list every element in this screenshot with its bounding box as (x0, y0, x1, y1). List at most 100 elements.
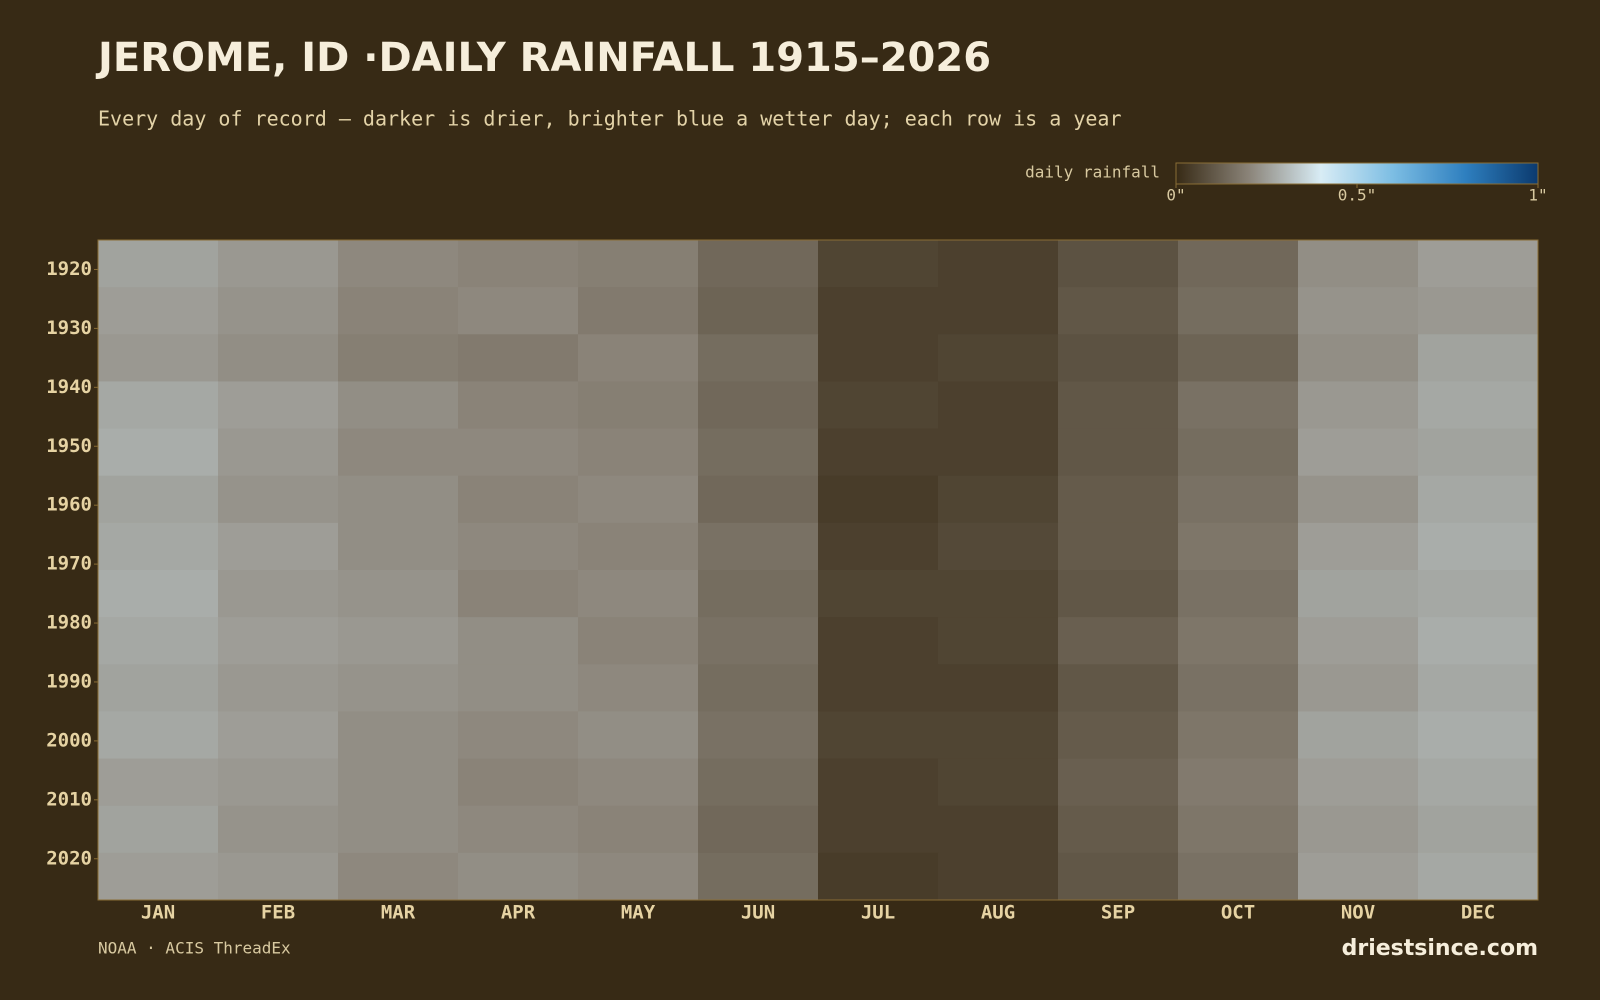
heat-cell (338, 617, 459, 665)
heat-cell (1418, 381, 1539, 430)
heat-cell (218, 334, 339, 382)
heat-cell (338, 287, 459, 335)
heat-cell (818, 334, 939, 382)
heat-cell (338, 428, 459, 477)
heat-cell (98, 381, 219, 430)
heat-cell (1418, 711, 1539, 760)
heat-cell (938, 428, 1059, 477)
heat-cell (698, 805, 819, 854)
heat-cell (458, 475, 579, 524)
heat-cell (1178, 381, 1299, 430)
heat-cell (338, 334, 459, 382)
heat-cell (98, 805, 219, 854)
heat-cell (458, 805, 579, 854)
heat-cell (698, 570, 819, 618)
heat-cell (1058, 805, 1179, 854)
legend-label: daily rainfall (1025, 163, 1160, 182)
heat-cell (338, 711, 459, 760)
heat-cell (338, 664, 459, 712)
heat-cell (698, 522, 819, 571)
heat-cell (1058, 617, 1179, 665)
heat-cell (938, 758, 1059, 807)
heat-cell (698, 240, 819, 288)
heat-cell (818, 711, 939, 760)
heat-cell (98, 617, 219, 665)
heat-cell (698, 334, 819, 382)
heat-cell (98, 711, 219, 760)
heat-cell (218, 805, 339, 854)
heat-cell (1058, 664, 1179, 712)
heat-cell (1058, 758, 1179, 807)
heat-cell (218, 617, 339, 665)
heat-cell (338, 852, 459, 901)
heat-cell (938, 522, 1059, 571)
heat-cell (698, 852, 819, 901)
heat-cell (1058, 240, 1179, 288)
heat-cell (698, 664, 819, 712)
heat-cell (818, 287, 939, 335)
heat-cell (818, 664, 939, 712)
heat-cell (338, 758, 459, 807)
heat-cell (338, 381, 459, 430)
heat-cell (938, 852, 1059, 901)
heat-cell (1178, 334, 1299, 382)
heat-cell (218, 240, 339, 288)
heat-cell (1178, 475, 1299, 524)
y-tick-label: 1970 (46, 553, 92, 575)
heat-cell (938, 711, 1059, 760)
chart-title: JEROME, ID ·DAILY RAINFALL 1915–2026 (95, 35, 991, 81)
heat-cell (1058, 381, 1179, 430)
heat-cell (338, 475, 459, 524)
heat-cell (98, 287, 219, 335)
heat-cell (1178, 664, 1299, 712)
heat-cell (98, 475, 219, 524)
heat-cell (818, 758, 939, 807)
heat-cell (218, 758, 339, 807)
heat-cell (1178, 852, 1299, 901)
heat-cell (338, 805, 459, 854)
heat-cell (1298, 428, 1419, 477)
heat-cell (458, 240, 579, 288)
heat-cell (1418, 758, 1539, 807)
heat-cell (1058, 852, 1179, 901)
heat-cell (218, 428, 339, 477)
heat-cell (218, 711, 339, 760)
heat-cell (818, 570, 939, 618)
heat-cell (218, 522, 339, 571)
heat-cell (578, 428, 699, 477)
x-tick-label: APR (501, 902, 536, 924)
heat-cell (1418, 805, 1539, 854)
heat-cell (218, 570, 339, 618)
heat-cell (1178, 711, 1299, 760)
x-tick-label: AUG (981, 902, 1015, 924)
heat-cell (818, 240, 939, 288)
heat-cell (458, 570, 579, 618)
heat-cell (1418, 428, 1539, 477)
heat-cell (818, 852, 939, 901)
heat-cell (458, 664, 579, 712)
heat-cell (938, 240, 1059, 288)
colorbar (1175, 162, 1539, 185)
heat-cell (818, 381, 939, 430)
heat-cell (1178, 570, 1299, 618)
heat-cell (218, 852, 339, 901)
heat-cell (98, 334, 219, 382)
heat-cell (1298, 522, 1419, 571)
heat-cell (98, 758, 219, 807)
y-tick-label: 1920 (46, 258, 92, 280)
heat-cell (458, 522, 579, 571)
heat-cell (578, 240, 699, 288)
heat-cell (938, 381, 1059, 430)
heat-cell (698, 758, 819, 807)
colorbar-tick-label: 1" (1528, 186, 1547, 205)
heat-cell (1418, 617, 1539, 665)
heat-cell (818, 522, 939, 571)
heat-cell (1298, 475, 1419, 524)
heat-cell (218, 381, 339, 430)
heat-cell (1058, 334, 1179, 382)
heat-cell (338, 570, 459, 618)
heat-cell (1298, 758, 1419, 807)
heat-cell (698, 381, 819, 430)
heat-cell (458, 711, 579, 760)
